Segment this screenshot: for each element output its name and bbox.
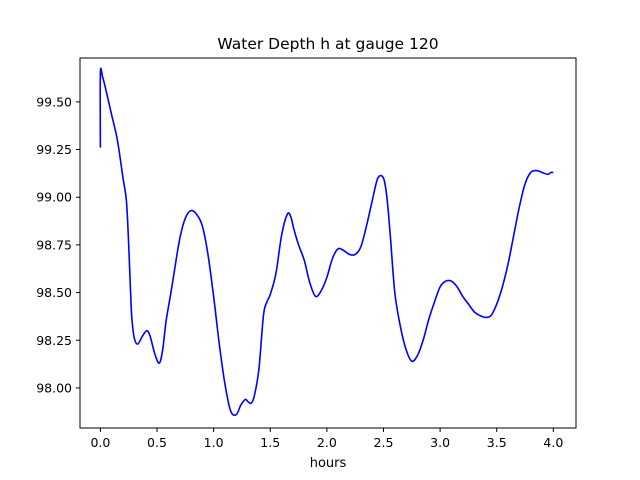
x-tick-label: 3.5 (487, 435, 507, 450)
plot-area (79, 57, 577, 429)
x-tick-label: 2.0 (317, 435, 337, 450)
y-tick-label: 98.25 (36, 333, 72, 348)
y-tick-label: 99.00 (36, 190, 72, 205)
y-tick-label: 98.50 (36, 285, 72, 300)
x-tick-label: 0.0 (90, 435, 110, 450)
chart-title: Water Depth h at gauge 120 (217, 35, 438, 53)
series-layer (99, 67, 554, 417)
x-tick-label: 1.5 (260, 435, 280, 450)
x-tick-label: 4.0 (543, 435, 563, 450)
y-tick-label: 98.75 (36, 237, 72, 252)
y-axis: 98.00 98.25 98.50 98.75 99.00 99.25 99.50 (36, 94, 80, 395)
x-tick-label: 0.5 (147, 435, 167, 450)
y-tick-label: 98.00 (36, 380, 72, 395)
x-tick-label: 3.0 (430, 435, 450, 450)
x-tick-label: 1.0 (204, 435, 224, 450)
y-tick-label: 99.50 (36, 94, 72, 109)
x-axis-label: hours (310, 456, 347, 471)
x-axis: 0.0 0.5 1.0 1.5 2.0 2.5 3.0 3.5 4.0 (90, 428, 563, 450)
y-tick-label: 99.25 (36, 142, 72, 157)
x-tick-label: 2.5 (374, 435, 394, 450)
series-line (99, 67, 554, 417)
